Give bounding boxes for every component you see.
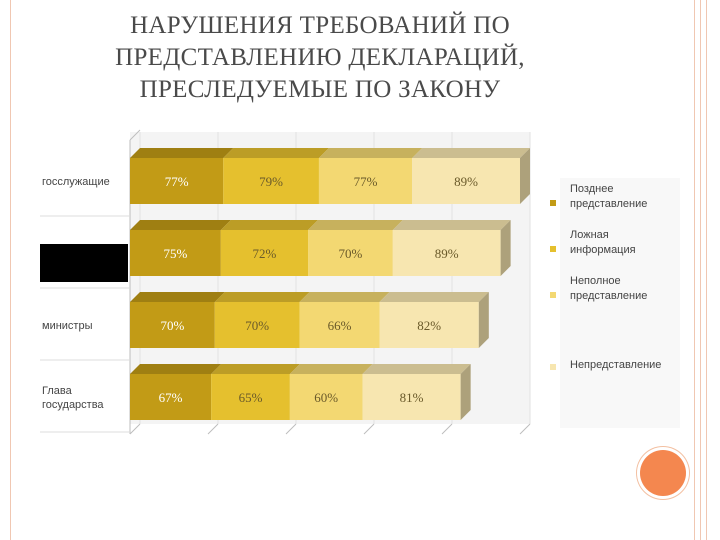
bar-segment [211,374,290,420]
legend-label: Позднее [570,183,613,195]
bar-segment-top [130,364,222,374]
bar-segment-top [412,148,530,158]
bar-segment [299,302,380,348]
data-label: 60% [314,390,338,405]
bar-segment-top [211,364,300,374]
data-label: 77% [354,174,378,189]
bar-segment-top [379,292,489,302]
data-label: 77% [165,174,189,189]
legend-swatch [550,200,556,206]
bar-segment [130,158,224,204]
bar-segment-side [500,220,511,276]
bar-segment-top [220,220,319,230]
bar-segment-side [460,364,471,420]
grid-tick [519,423,531,435]
bar-segment-top [392,220,511,230]
legend-label: представление [570,290,647,302]
bar-segment [379,302,479,348]
bar-segment-side [478,292,489,348]
bar-segment [308,230,393,276]
bar-segment [289,374,363,420]
page-title: НАРУШЕНИЯ ТРЕБОВАНИЙ ПО ПРЕДСТАВЛЕНИЮ ДЕ… [40,10,600,106]
data-label: 82% [417,318,441,333]
legend-label: информация [570,244,636,256]
data-label: 70% [339,246,363,261]
y-axis-depth-line [129,129,141,141]
title-line-2: ПРЕДСТАВЛЕНИЮ ДЕКЛАРАЦИЙ, [115,44,525,71]
category-label: госслужащие [42,176,110,188]
title-line-3: ПРЕСЛЕДУЕМЫЕ ПО ЗАКОНУ [139,76,501,103]
bar-segment-top [299,292,390,302]
bar-segment [130,230,221,276]
data-label: 72% [253,246,277,261]
redaction-box [40,244,128,282]
bar-segment-top [318,148,423,158]
bar-segment [318,158,413,204]
bar-segment [362,374,461,420]
bar-segment-top [362,364,471,374]
bar-segment [130,302,215,348]
data-label: 67% [159,390,183,405]
category-label: Глава [42,385,73,397]
bar-segment-top [308,220,403,230]
category-label: министры [42,320,93,332]
bar-segment-top [289,364,373,374]
data-label: 81% [400,390,424,405]
frame-line-right-2 [700,0,701,540]
bar-segment-top [130,148,234,158]
legend-swatch [550,246,556,252]
data-label: 70% [160,318,184,333]
bar-segment [412,158,520,204]
grid-tick [363,423,375,435]
bar-segment [220,230,309,276]
legend-background [560,178,680,428]
bar-segment [130,374,212,420]
frame-line-right-3 [706,0,707,540]
data-label: 66% [328,318,352,333]
data-label: 75% [163,246,187,261]
legend-swatch [550,364,556,370]
legend-label: Ложная [570,229,609,241]
bar-segment-side [520,148,530,204]
decorative-orange-circle [640,450,686,496]
data-label: 89% [454,174,478,189]
grid-tick [441,423,453,435]
bar-segment-top [223,148,329,158]
legend-label: Непредставление [570,359,661,371]
grid-tick [207,423,219,435]
bar-segment [392,230,501,276]
legend-swatch [550,292,556,298]
data-label: 79% [259,174,283,189]
legend-label: Неполное [570,275,621,287]
title-line-1: НАРУШЕНИЯ ТРЕБОВАНИЙ ПО [130,12,510,39]
frame-line-right-1 [694,0,695,540]
grid-tick [285,423,297,435]
data-label: 65% [239,390,263,405]
category-label: государства [42,399,104,411]
data-label: 89% [435,246,459,261]
frame-line-left [10,0,11,540]
bar-segment-top [214,292,310,302]
legend-label: представление [570,198,647,210]
bar-segment [214,302,300,348]
bar-segment-top [130,292,225,302]
bar-segment [223,158,319,204]
data-label: 70% [245,318,269,333]
bar-segment-top [130,220,231,230]
grid-tick [129,423,141,435]
